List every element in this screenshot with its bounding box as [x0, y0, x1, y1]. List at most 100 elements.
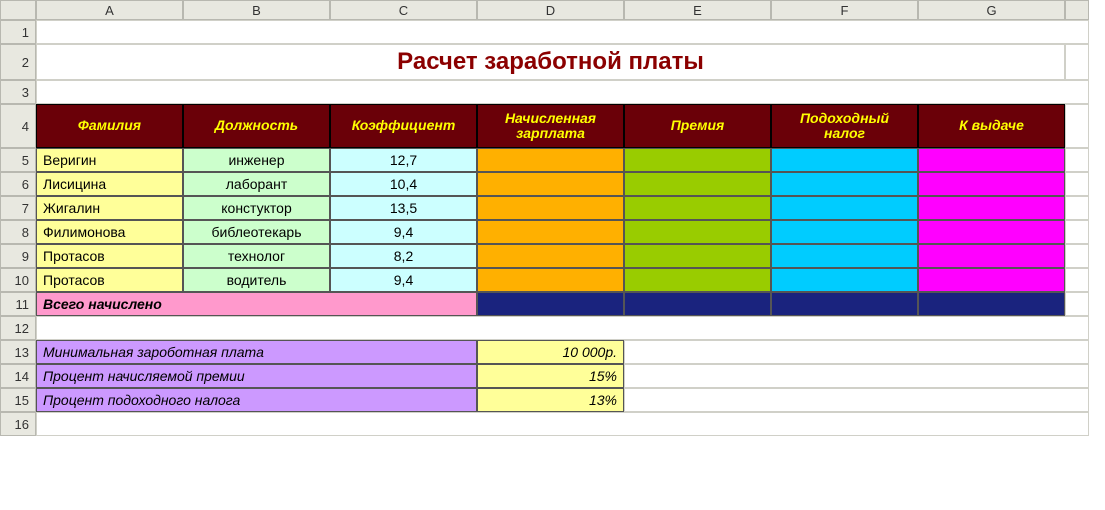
cell-coef[interactable]: 8,2 — [330, 244, 477, 268]
row-header[interactable]: 7 — [0, 196, 36, 220]
cell-accrued[interactable] — [477, 220, 624, 244]
cell-bonus[interactable] — [624, 244, 771, 268]
cell-accrued[interactable] — [477, 244, 624, 268]
cell-name[interactable]: Протасов — [36, 244, 183, 268]
cell-blank[interactable] — [1065, 220, 1089, 244]
cell-blank[interactable] — [1065, 244, 1089, 268]
cell-accrued[interactable] — [477, 268, 624, 292]
cell-name[interactable]: Филимонова — [36, 220, 183, 244]
total-label[interactable]: Всего начислено — [36, 292, 477, 316]
cell-payout[interactable] — [918, 220, 1065, 244]
row-header[interactable]: 2 — [0, 44, 36, 80]
col-header-d[interactable]: D — [477, 0, 624, 20]
row-header[interactable]: 13 — [0, 340, 36, 364]
cell-accrued[interactable] — [477, 172, 624, 196]
row-header[interactable]: 16 — [0, 412, 36, 436]
cell-name[interactable]: Жигалин — [36, 196, 183, 220]
th-accrued[interactable]: Начисленная зарплата — [477, 104, 624, 148]
col-header-g[interactable]: G — [918, 0, 1065, 20]
cell-bonus[interactable] — [624, 172, 771, 196]
th-name[interactable]: Фамилия — [36, 104, 183, 148]
row-header[interactable]: 3 — [0, 80, 36, 104]
th-bonus[interactable]: Премия — [624, 104, 771, 148]
param-value[interactable]: 13% — [477, 388, 624, 412]
row-header[interactable]: 4 — [0, 104, 36, 148]
cell-name[interactable]: Веригин — [36, 148, 183, 172]
cell-blank[interactable] — [624, 364, 1089, 388]
cell-coef[interactable]: 9,4 — [330, 268, 477, 292]
cell-bonus[interactable] — [624, 220, 771, 244]
col-header-f[interactable]: F — [771, 0, 918, 20]
cell-payout[interactable] — [918, 268, 1065, 292]
cell-bonus[interactable] — [624, 148, 771, 172]
cell-blank[interactable] — [624, 388, 1089, 412]
param-value[interactable]: 10 000р. — [477, 340, 624, 364]
cell-blank[interactable] — [36, 20, 1089, 44]
cell-tax[interactable] — [771, 268, 918, 292]
cell-job[interactable]: лаборант — [183, 172, 330, 196]
th-coef[interactable]: Коэффициент — [330, 104, 477, 148]
cell-job[interactable]: технолог — [183, 244, 330, 268]
total-payout[interactable] — [918, 292, 1065, 316]
th-payout[interactable]: К выдаче — [918, 104, 1065, 148]
cell-job[interactable]: констуктор — [183, 196, 330, 220]
row-header[interactable]: 5 — [0, 148, 36, 172]
cell-job[interactable]: библеотекарь — [183, 220, 330, 244]
page-title[interactable]: Расчет заработной платы — [36, 44, 1065, 80]
corner-cell[interactable] — [0, 0, 36, 20]
row-header[interactable]: 9 — [0, 244, 36, 268]
col-header-b[interactable]: B — [183, 0, 330, 20]
cell-job[interactable]: инженер — [183, 148, 330, 172]
total-accrued[interactable] — [477, 292, 624, 316]
cell-payout[interactable] — [918, 172, 1065, 196]
row-header[interactable]: 15 — [0, 388, 36, 412]
col-header-c[interactable]: C — [330, 0, 477, 20]
cell-blank[interactable] — [36, 316, 1089, 340]
cell-payout[interactable] — [918, 148, 1065, 172]
param-label[interactable]: Процент начисляемой премии — [36, 364, 477, 388]
cell-name[interactable]: Протасов — [36, 268, 183, 292]
th-tax[interactable]: Подоходный налог — [771, 104, 918, 148]
row-header[interactable]: 8 — [0, 220, 36, 244]
row-header[interactable]: 10 — [0, 268, 36, 292]
cell-blank[interactable] — [1065, 292, 1089, 316]
cell-blank[interactable] — [36, 80, 1089, 104]
param-value[interactable]: 15% — [477, 364, 624, 388]
cell-blank[interactable] — [1065, 44, 1089, 80]
cell-accrued[interactable] — [477, 148, 624, 172]
total-tax[interactable] — [771, 292, 918, 316]
cell-accrued[interactable] — [477, 196, 624, 220]
cell-bonus[interactable] — [624, 196, 771, 220]
cell-coef[interactable]: 13,5 — [330, 196, 477, 220]
cell-blank[interactable] — [1065, 196, 1089, 220]
cell-coef[interactable]: 9,4 — [330, 220, 477, 244]
row-header[interactable]: 12 — [0, 316, 36, 340]
row-header[interactable]: 14 — [0, 364, 36, 388]
cell-tax[interactable] — [771, 196, 918, 220]
cell-payout[interactable] — [918, 196, 1065, 220]
row-header[interactable]: 1 — [0, 20, 36, 44]
cell-blank[interactable] — [1065, 104, 1089, 148]
param-label[interactable]: Минимальная зароботная плата — [36, 340, 477, 364]
cell-coef[interactable]: 10,4 — [330, 172, 477, 196]
cell-blank[interactable] — [36, 412, 1089, 436]
cell-blank[interactable] — [1065, 172, 1089, 196]
cell-name[interactable]: Лисицина — [36, 172, 183, 196]
col-header-overflow[interactable] — [1065, 0, 1089, 20]
cell-job[interactable]: водитель — [183, 268, 330, 292]
cell-tax[interactable] — [771, 148, 918, 172]
th-job[interactable]: Должность — [183, 104, 330, 148]
row-header[interactable]: 6 — [0, 172, 36, 196]
cell-payout[interactable] — [918, 244, 1065, 268]
cell-coef[interactable]: 12,7 — [330, 148, 477, 172]
cell-tax[interactable] — [771, 172, 918, 196]
cell-blank[interactable] — [1065, 148, 1089, 172]
spreadsheet-grid[interactable]: A B C D E F G 1 2 3 4 5 6 7 8 9 10 11 12… — [0, 0, 1105, 436]
cell-blank[interactable] — [624, 340, 1089, 364]
param-label[interactable]: Процент подоходного налога — [36, 388, 477, 412]
cell-tax[interactable] — [771, 244, 918, 268]
col-header-e[interactable]: E — [624, 0, 771, 20]
row-header[interactable]: 11 — [0, 292, 36, 316]
total-bonus[interactable] — [624, 292, 771, 316]
col-header-a[interactable]: A — [36, 0, 183, 20]
